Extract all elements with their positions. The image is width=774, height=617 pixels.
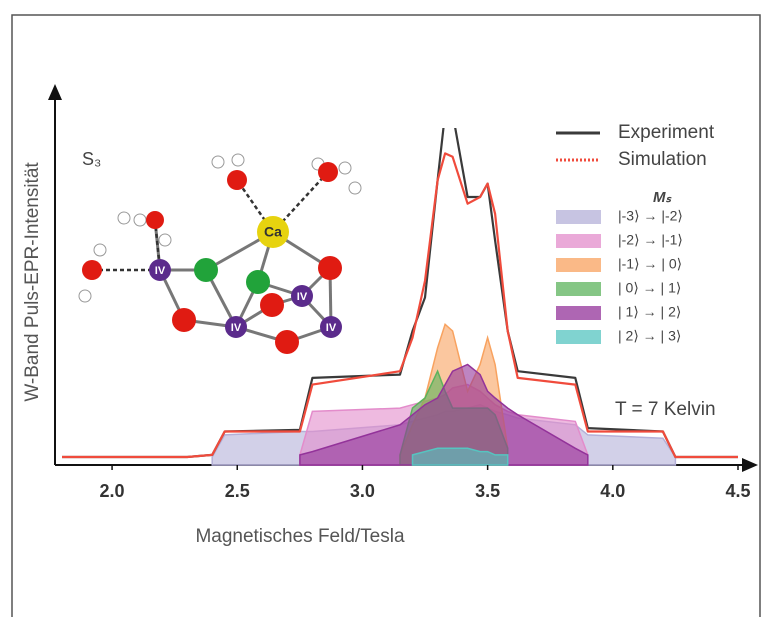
atom-label: IV bbox=[231, 322, 242, 334]
legend-label: |-1⟩ → | 0⟩ bbox=[618, 256, 682, 272]
x-tick-label: 2.5 bbox=[225, 481, 250, 501]
atom-label: IV bbox=[297, 291, 308, 303]
x-tick-label: 3.0 bbox=[350, 481, 375, 501]
legend-label: | 2⟩ → | 3⟩ bbox=[618, 328, 681, 344]
legend-swatch bbox=[556, 258, 601, 272]
x-tick-label: 4.0 bbox=[600, 481, 625, 501]
legend-swatch bbox=[556, 234, 601, 248]
atom-label: IV bbox=[155, 265, 166, 277]
x-tick-label: 4.5 bbox=[725, 481, 750, 501]
x-axis-label: Magnetisches Feld/Tesla bbox=[195, 526, 405, 547]
legend-label: | 0⟩ → | 1⟩ bbox=[618, 280, 681, 296]
legend-label: Simulation bbox=[618, 149, 707, 170]
atom-label: Ca bbox=[264, 224, 282, 240]
legend-label: | 1⟩ → | 2⟩ bbox=[618, 304, 681, 320]
legend-label: Experiment bbox=[618, 122, 715, 143]
x-axis-arrow bbox=[742, 458, 758, 472]
y-axis-arrow bbox=[48, 84, 62, 100]
legend-swatch bbox=[556, 282, 601, 296]
legend-label: |-2⟩ → |-1⟩ bbox=[618, 232, 683, 248]
x-tick-label: 2.0 bbox=[100, 481, 125, 501]
figure: Magnetisches Feld/Tesla W-Band Puls-EPR-… bbox=[0, 0, 774, 617]
legend-label: |-3⟩ → |-2⟩ bbox=[618, 208, 683, 224]
molecule: Ca IV IV IV IV bbox=[79, 154, 361, 354]
atom-label: IV bbox=[326, 322, 337, 334]
x-tick-label: 3.5 bbox=[475, 481, 500, 501]
legend-title: Mₛ bbox=[653, 189, 672, 206]
legend-swatch bbox=[556, 210, 601, 224]
legend-swatch bbox=[556, 330, 601, 344]
state-label: S₃ bbox=[82, 149, 101, 169]
legend-swatch bbox=[556, 306, 601, 320]
y-axis-label: W-Band Puls-EPR-Intensität bbox=[22, 162, 43, 402]
temperature-label: T = 7 Kelvin bbox=[615, 399, 716, 420]
